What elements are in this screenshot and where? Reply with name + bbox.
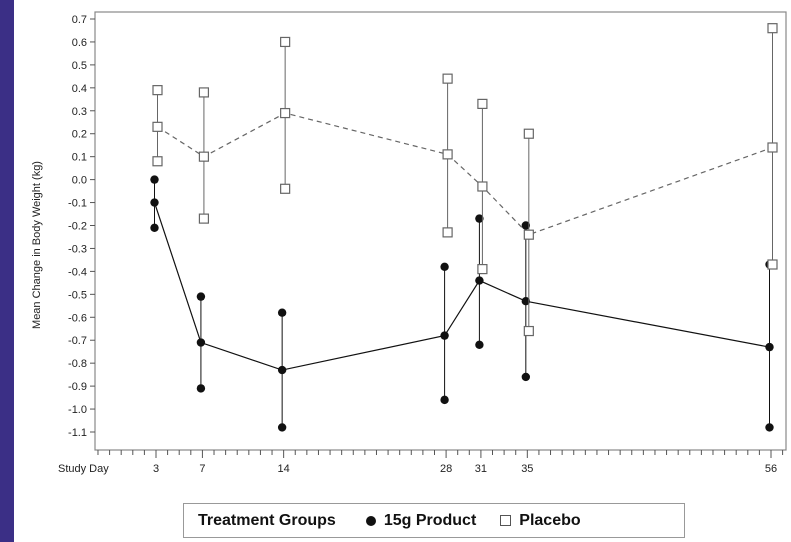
plot-frame: [94, 11, 787, 451]
product-lower-bound-point: [196, 384, 206, 393]
placebo-upper-bound-point: [442, 73, 453, 84]
left-accent-bar: [0, 0, 14, 542]
placebo-lower-bound-point: [477, 263, 488, 275]
placebo-upper-bound-point: [198, 87, 210, 98]
marks: [150, 23, 778, 432]
chart: 0.7 0.6 0.5 0.4 0.3 0.2 0.1 0.0 -0.1 -0.2 -0.3 -0.4…: [31, 11, 787, 475]
x-tick-label: 35: [521, 463, 533, 475]
y-tick-label: 0.2: [72, 129, 87, 141]
placebo-upper-bound-point: [767, 23, 778, 34]
legend-label-placebo: Placebo: [519, 511, 581, 529]
x-tick-label: 56: [765, 463, 777, 475]
placebo-mean-point: [280, 107, 291, 119]
placebo-mean-point: [198, 151, 210, 162]
filled-circle-icon: [365, 515, 376, 526]
open-square-icon: [500, 515, 512, 526]
x-tick-label: 31: [475, 463, 487, 475]
legend: Treatment Groups 15g Product Placebo: [183, 503, 685, 538]
y-tick-label: -0.4: [68, 266, 87, 278]
product-upper-bound-point: [196, 292, 206, 301]
placebo-lower-bound-point: [198, 213, 210, 224]
legend-item-placebo: Placebo: [500, 511, 581, 530]
x-tick-label: 14: [278, 463, 290, 475]
y-tick-label: -0.7: [68, 335, 87, 347]
product-mean-point: [765, 342, 774, 352]
product-upper-bound-point: [475, 214, 484, 223]
product-mean-point: [277, 365, 287, 375]
product-upper-bound-point: [277, 308, 287, 317]
placebo-lower-bound-point: [280, 183, 291, 194]
placebo-mean-point: [767, 142, 778, 153]
y-tick-label: 0.3: [72, 106, 87, 118]
y-tick-label: -0.3: [68, 243, 87, 255]
placebo-upper-bound-point: [523, 128, 534, 139]
y-tick-label: 0.0: [72, 175, 87, 187]
y-tick-label: -1.1: [68, 427, 87, 439]
placebo-mean-point: [152, 121, 163, 132]
product-lower-bound-point: [765, 423, 774, 432]
product-upper-bound-point: [440, 262, 449, 271]
x-tick-label: 7: [199, 463, 205, 475]
placebo-upper-bound-point: [477, 98, 488, 109]
placebo-mean-point: [523, 229, 534, 240]
y-tick-label: 0.1: [72, 152, 87, 164]
y-tick-label: -0.1: [68, 198, 87, 210]
y-tick-label: 0.6: [72, 37, 87, 49]
y-tick-label: -0.5: [68, 289, 87, 301]
x-tick-label: 28: [440, 463, 452, 475]
product-upper-bound-point: [521, 221, 531, 230]
legend-item-15g-product: 15g Product: [365, 511, 477, 530]
y-tick-label: -0.6: [68, 312, 87, 324]
y-axis-title: Mean Change in Body Weight (kg): [31, 161, 43, 329]
product-lower-bound-point: [521, 372, 531, 382]
product-upper-bound-point: [150, 175, 159, 184]
y-tick-label: -0.2: [68, 221, 87, 233]
x-tick-label: 3: [153, 463, 159, 475]
axes: 0.7 0.6 0.5 0.4 0.3 0.2 0.1 0.0 -0.1 -0.2 -0.3 -0.4…: [68, 11, 787, 475]
legend-label-15g-product: 15g Product: [383, 511, 477, 529]
product-lower-bound-point: [475, 340, 484, 350]
product-mean-point: [475, 276, 484, 285]
placebo-mean-point: [477, 181, 488, 192]
series-line: [153, 202, 770, 371]
placebo-lower-bound-point: [523, 325, 534, 337]
product-mean-point: [150, 198, 159, 207]
legend-title: Treatment Groups: [198, 511, 336, 529]
y-tick-label: -0.8: [68, 358, 87, 370]
product-mean-point: [521, 297, 531, 306]
y-tick-label: 0.7: [72, 14, 87, 26]
y-tick-label: 0.4: [72, 83, 87, 95]
placebo-lower-bound-point: [442, 227, 453, 238]
y-tick-label: -0.9: [68, 381, 87, 393]
y-tick-label: 0.5: [72, 60, 87, 72]
product-lower-bound-point: [150, 223, 159, 232]
placebo-upper-bound-point: [280, 36, 291, 48]
y-tick-label: -1.0: [68, 404, 87, 416]
product-lower-bound-point: [440, 395, 449, 405]
placebo-lower-bound-point: [152, 156, 163, 167]
product-mean-point: [440, 331, 449, 340]
x-axis-title: Study Day: [58, 463, 109, 475]
series-line: [157, 112, 773, 236]
placebo-upper-bound-point: [152, 85, 163, 96]
product-lower-bound-point: [277, 423, 287, 432]
placebo-lower-bound-point: [767, 259, 778, 270]
product-mean-point: [196, 338, 206, 347]
placebo-mean-point: [442, 149, 453, 160]
